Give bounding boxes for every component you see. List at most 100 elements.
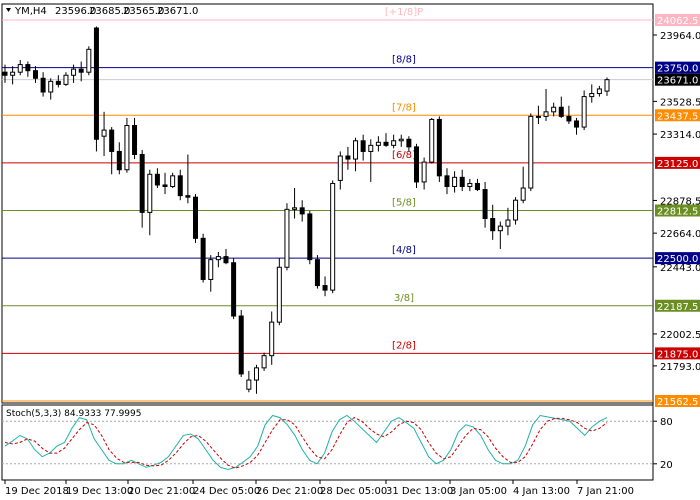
candle [185, 154, 191, 204]
candle-body [200, 237, 206, 280]
price-tick-label: 23528.5 [660, 97, 700, 108]
candle [467, 178, 473, 192]
candle [93, 26, 99, 152]
candle-body [63, 74, 69, 85]
candle [32, 66, 38, 83]
candle-body [459, 176, 465, 187]
candle [314, 255, 320, 289]
candle-body [93, 27, 99, 140]
candle [48, 78, 54, 100]
candle [337, 151, 343, 190]
candle-body [253, 367, 259, 381]
candle-body [490, 218, 496, 232]
candle [223, 248, 229, 265]
candle-body [132, 125, 138, 155]
candle [551, 102, 557, 117]
candle-body [292, 207, 298, 210]
candle [413, 143, 419, 189]
level-price-tag [655, 156, 700, 169]
candle-body [124, 125, 130, 171]
candle [596, 85, 602, 97]
candle-body [215, 256, 221, 261]
level-price-tag [655, 14, 700, 26]
candle [406, 136, 412, 152]
candle-body [139, 153, 145, 213]
candle-body [231, 262, 237, 317]
candle-body [566, 115, 572, 122]
candle-body [276, 266, 282, 323]
candle [2, 64, 8, 83]
price-tick-label: 21793.0 [660, 362, 700, 373]
candle [200, 233, 206, 283]
time-tick-label: 26 Dec 21:00 [256, 486, 323, 497]
candle-body [284, 208, 290, 268]
candle-body [269, 321, 275, 357]
price-tick-label: 22443.0 [660, 263, 700, 274]
candle [604, 77, 610, 96]
level-price-tag [655, 252, 700, 265]
close-value: 23671.0 [157, 6, 198, 17]
candle-body [193, 196, 199, 239]
current-price-label: 23671.0 [657, 76, 698, 87]
candle [269, 311, 275, 365]
candle-body [17, 64, 23, 73]
candle [383, 133, 389, 147]
time-tick-label: 19 Dec 13:00 [66, 486, 133, 497]
level-price-label: 22187.5 [657, 302, 698, 313]
candle [17, 60, 23, 76]
candle [360, 134, 366, 161]
candle-body [398, 138, 404, 142]
candle [513, 197, 519, 225]
candle [116, 142, 122, 175]
time-tick-label: 28 Dec 05:00 [320, 486, 387, 497]
candle-body [474, 182, 480, 191]
candle-body [147, 173, 153, 213]
candle-body [299, 207, 305, 215]
candle-body [25, 64, 31, 72]
candle-body [482, 189, 488, 220]
candle-body [505, 219, 511, 227]
candle [497, 221, 503, 249]
candle-body [596, 88, 602, 95]
price-tick-label: 22002.5 [660, 330, 700, 341]
candle-body [32, 70, 38, 79]
candle [375, 136, 381, 152]
candle [574, 117, 580, 135]
ohlc-header: YM,H4 23596.0 23685.0 23565.0 23671.0 [6, 6, 198, 17]
candle-body [558, 106, 564, 117]
candle-body [330, 182, 336, 291]
level-price-tag [655, 347, 700, 360]
candle-body [543, 111, 549, 117]
candle [436, 116, 442, 182]
candle-body [413, 146, 419, 183]
stoch-main-line [4, 414, 608, 471]
level-price-label: 22812.5 [657, 207, 698, 218]
candle-body [604, 79, 610, 92]
level-price-label: 23750.0 [657, 64, 698, 75]
price-tick-label: 22878.5 [660, 196, 700, 207]
candle [292, 188, 298, 219]
candle [253, 364, 259, 394]
candle [63, 72, 69, 86]
candle-body [2, 71, 8, 76]
candle-body [497, 225, 503, 232]
candle [109, 127, 115, 175]
collapse-triangle-icon[interactable] [6, 8, 11, 12]
candle-body [55, 80, 61, 85]
time-tick-label: 3 Jan 05:00 [450, 486, 507, 497]
candle-body [116, 150, 122, 171]
candle [429, 117, 435, 164]
candle [215, 252, 221, 268]
candle [459, 169, 465, 192]
candle [581, 90, 587, 131]
candle [177, 169, 183, 201]
candle [10, 66, 16, 85]
stochastic-oscillator: 80 20 [2, 414, 673, 471]
price-tick-label: 23314.0 [660, 130, 700, 141]
level-price-label: 22500.0 [657, 254, 698, 265]
candle [261, 352, 267, 371]
candle-body [10, 71, 16, 76]
level-price-tag [655, 395, 700, 407]
candle-body [345, 155, 351, 160]
